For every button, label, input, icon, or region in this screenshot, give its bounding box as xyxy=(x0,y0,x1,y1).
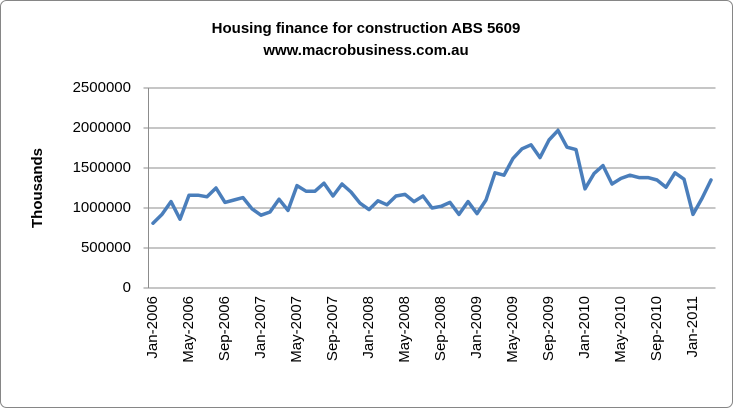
x-tick-label: Jan-2010 xyxy=(576,296,593,359)
x-tick-label: Sep-2006 xyxy=(216,296,233,361)
x-tick-label: May-2007 xyxy=(288,296,305,363)
x-tick-label: Jan-2008 xyxy=(360,296,377,359)
x-tick-label: Jan-2011 xyxy=(684,296,701,357)
x-tick-label: Sep-2010 xyxy=(648,296,665,361)
y-tick-label: 2000000 xyxy=(73,119,131,136)
y-axis-label: Thousands xyxy=(29,148,46,228)
chart-title: Housing finance for construction ABS 560… xyxy=(212,20,521,37)
x-tick-label: Jan-2007 xyxy=(252,296,269,359)
y-tick-label: 1000000 xyxy=(73,199,131,216)
y-tick-label: 2500000 xyxy=(73,79,131,96)
chart-subtitle: www.macrobusiness.com.au xyxy=(262,42,468,59)
x-tick-label: Sep-2009 xyxy=(540,296,557,361)
x-tick-label: May-2008 xyxy=(396,296,413,363)
x-tick-label: May-2006 xyxy=(180,296,197,363)
x-tick-label: Jan-2009 xyxy=(468,296,485,359)
y-tick-label: 0 xyxy=(123,279,131,296)
x-tick-label: Jan-2006 xyxy=(144,296,161,359)
series-line xyxy=(151,128,713,225)
x-tick-label: Sep-2007 xyxy=(324,296,341,361)
x-tick-label: May-2009 xyxy=(504,296,521,363)
x-tick-label: May-2010 xyxy=(612,296,629,363)
y-tick-label: 500000 xyxy=(81,239,131,256)
y-tick-label: 1500000 xyxy=(73,159,131,176)
x-tick-label: Sep-2008 xyxy=(432,296,449,361)
